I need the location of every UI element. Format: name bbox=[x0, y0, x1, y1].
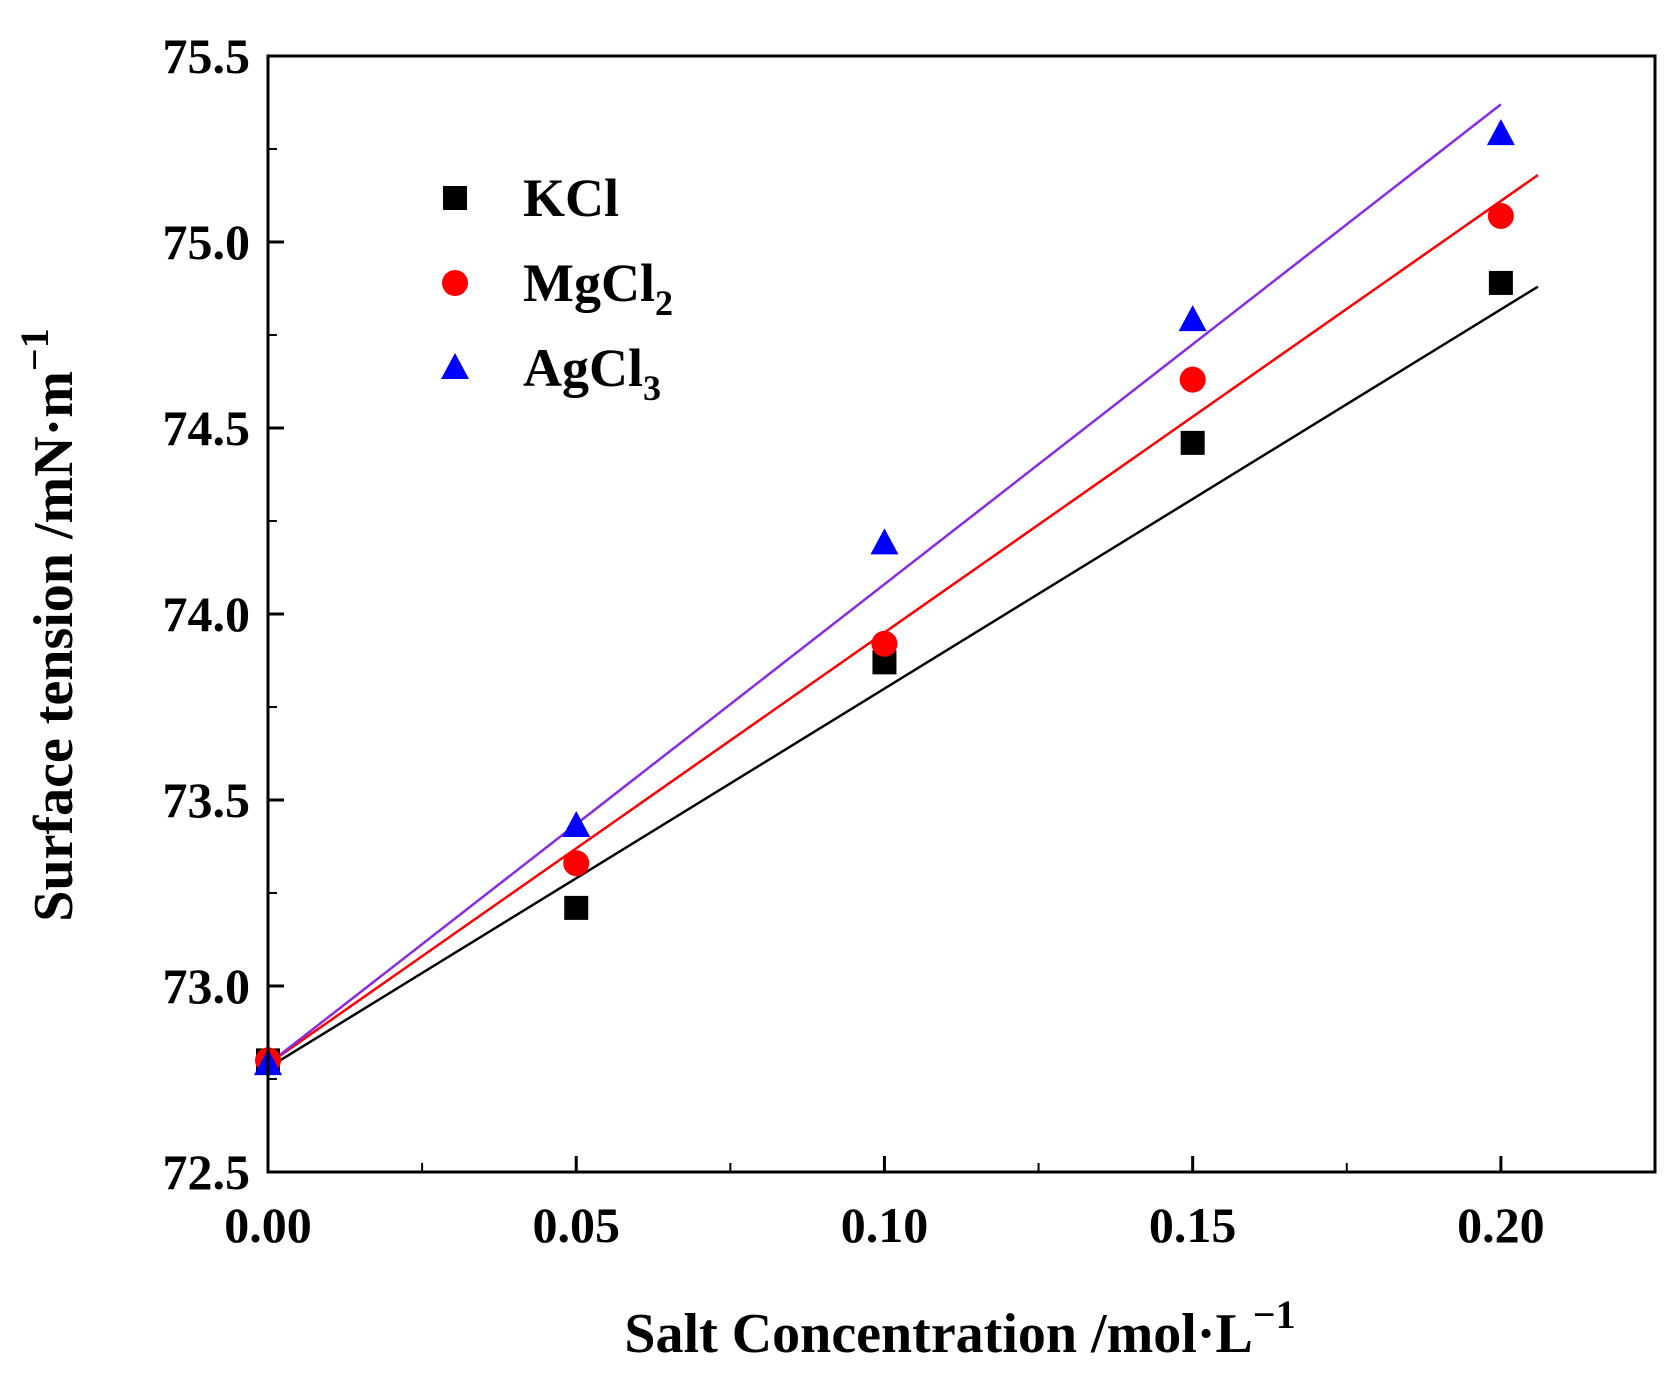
point-agcl3 bbox=[1178, 305, 1207, 332]
legend-label-mgcl2: MgCl2 bbox=[523, 253, 673, 323]
point-mgcl2 bbox=[871, 630, 898, 657]
x-axis-title-text: Salt Concentration /mol·L bbox=[624, 1303, 1252, 1365]
legend-label-main: KCl bbox=[523, 168, 619, 228]
x-tick-label: 0.10 bbox=[841, 1197, 929, 1253]
fit-line-kcl bbox=[267, 285, 1539, 1069]
point-kcl bbox=[1488, 270, 1513, 295]
point-mgcl2 bbox=[1179, 366, 1206, 393]
point-agcl3 bbox=[562, 811, 591, 838]
legend-label-sub: 2 bbox=[655, 283, 673, 323]
legend-label-main: MgCl bbox=[523, 253, 655, 313]
y-tick-label: 72.5 bbox=[163, 1144, 251, 1200]
fit-line-agcl3 bbox=[267, 103, 1502, 1066]
fit-lines bbox=[267, 103, 1539, 1069]
point-agcl3 bbox=[870, 528, 899, 555]
x-axis-title: Salt Concentration /mol·L−1 bbox=[624, 1292, 1295, 1365]
legend-label-agcl3: AgCl3 bbox=[523, 338, 661, 408]
legend: KCl MgCl2 AgCl3 bbox=[441, 168, 673, 408]
y-axis-title-sup: −1 bbox=[12, 328, 57, 371]
y-axis-title: Surface tension /mN·m−1 bbox=[12, 328, 85, 921]
x-tick-label: 0.15 bbox=[1149, 1197, 1237, 1253]
point-mgcl2 bbox=[563, 850, 590, 877]
legend-marker-mgcl2 bbox=[442, 270, 468, 296]
y-tick-label: 73.0 bbox=[163, 958, 251, 1014]
fit-line-mgcl2 bbox=[267, 174, 1539, 1066]
y-tick-label: 75.0 bbox=[163, 214, 251, 270]
y-tick-label: 75.5 bbox=[163, 28, 251, 84]
y-axis-title-text: Surface tension /mN·m bbox=[23, 371, 85, 922]
x-axis-title-sup: −1 bbox=[1253, 1292, 1296, 1337]
tick-labels: 0.00 0.05 0.10 0.15 0.20 72.5 73.0 73.5 74.0 74.5… bbox=[163, 28, 1545, 1253]
point-agcl3 bbox=[1486, 119, 1515, 146]
point-kcl bbox=[1180, 430, 1205, 455]
legend-label-main: AgCl bbox=[523, 338, 643, 398]
point-kcl bbox=[564, 895, 589, 920]
y-tick-label: 74.0 bbox=[163, 586, 251, 642]
data-points bbox=[254, 119, 1515, 1076]
point-mgcl2 bbox=[1487, 202, 1514, 229]
y-tick-label: 73.5 bbox=[163, 772, 251, 828]
legend-marker-kcl bbox=[443, 186, 467, 210]
legend-label-sub: 3 bbox=[643, 368, 661, 408]
plot-frame bbox=[266, 54, 1657, 1174]
x-tick-label: 0.05 bbox=[532, 1197, 620, 1253]
legend-label-kcl: KCl bbox=[523, 168, 619, 228]
axis-ticks bbox=[266, 54, 1656, 1174]
x-tick-label: 0.00 bbox=[224, 1197, 312, 1253]
y-tick-label: 74.5 bbox=[163, 400, 251, 456]
x-tick-label: 0.20 bbox=[1457, 1197, 1545, 1253]
legend-marker-agcl3 bbox=[441, 353, 469, 379]
